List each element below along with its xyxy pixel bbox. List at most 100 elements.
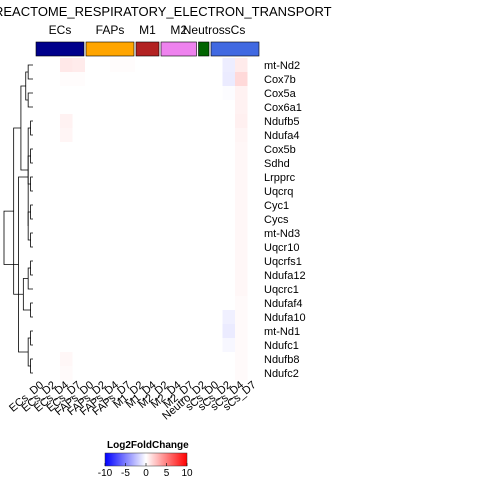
- heatmap-cell: [160, 58, 173, 73]
- heatmap-cell: [35, 338, 48, 353]
- dendrogram-branch: [27, 127, 31, 226]
- heatmap-cell: [172, 128, 186, 143]
- heatmap-cell: [47, 58, 61, 73]
- heatmap-cell: [35, 58, 48, 73]
- heatmap-cell: [160, 184, 173, 199]
- dendrogram-branch: [3, 210, 19, 265]
- heatmap-cell: [197, 114, 211, 129]
- heatmap-cell: [60, 282, 73, 297]
- heatmap-cell: [147, 352, 161, 367]
- heatmap-cell: [185, 296, 198, 311]
- heatmap-cell: [235, 100, 248, 115]
- heatmap-cell: [235, 72, 248, 87]
- legend-tick-label: 0: [143, 468, 149, 479]
- heatmap-cell: [247, 366, 261, 381]
- heatmap-cell: [72, 170, 86, 185]
- heatmap-cell: [97, 170, 111, 185]
- heatmap-cell: [210, 324, 223, 339]
- heatmap-cell: [135, 212, 148, 227]
- heatmap-cell: [247, 310, 261, 325]
- heatmap-cell: [185, 72, 198, 87]
- heatmap-cell: [85, 170, 98, 185]
- heatmap-cell: [222, 184, 236, 199]
- row-label: Ndufaf4: [264, 298, 303, 310]
- heatmap-cell: [122, 338, 136, 353]
- heatmap-cell: [185, 156, 198, 171]
- heatmap-cell: [185, 282, 198, 297]
- heatmap-cell: [160, 268, 173, 283]
- heatmap-cell: [85, 72, 98, 87]
- heatmap-cell: [85, 156, 98, 171]
- row-label: Uqcrc1: [264, 284, 299, 296]
- heatmap-cell: [235, 58, 248, 73]
- heatmap-cell: [122, 142, 136, 157]
- heatmap-cell: [172, 254, 186, 269]
- heatmap-cell: [72, 212, 86, 227]
- heatmap-cell: [222, 366, 236, 381]
- heatmap-cell: [97, 268, 111, 283]
- heatmap-cell: [247, 352, 261, 367]
- heatmap-cell: [97, 156, 111, 171]
- heatmap-cell: [160, 170, 173, 185]
- heatmap-cell: [172, 226, 186, 241]
- heatmap-cell: [172, 100, 186, 115]
- heatmap-cell: [110, 240, 123, 255]
- row-label: Ndufb8: [264, 354, 299, 366]
- legend-tick-label: -10: [98, 468, 113, 479]
- heatmap-cell: [197, 296, 211, 311]
- heatmap-cell: [197, 338, 211, 353]
- heatmap-cell: [172, 268, 186, 283]
- heatmap-cell: [147, 366, 161, 381]
- heatmap-cell: [185, 100, 198, 115]
- heatmap-cell: [72, 142, 86, 157]
- heatmap-cell: [135, 352, 148, 367]
- heatmap-cell: [85, 212, 98, 227]
- heatmap-cell: [172, 114, 186, 129]
- heatmap-cell: [135, 282, 148, 297]
- heatmap-cell: [160, 226, 173, 241]
- heatmap-cell: [72, 72, 86, 87]
- chart-title: REACTOME_RESPIRATORY_ELECTRON_TRANSPORT: [0, 4, 332, 19]
- heatmap-cell: [85, 366, 98, 381]
- heatmap-cell: [222, 170, 236, 185]
- heatmap-cell: [247, 296, 261, 311]
- heatmap-cell: [172, 170, 186, 185]
- heatmap-cell: [235, 226, 248, 241]
- dendrogram-branch: [30, 302, 33, 318]
- heatmap-cell: [247, 72, 261, 87]
- heatmap-cell: [185, 212, 198, 227]
- heatmap-cell: [97, 254, 111, 269]
- heatmap-cell: [197, 240, 211, 255]
- heatmap-cell: [147, 226, 161, 241]
- heatmap-cell: [122, 58, 136, 73]
- heatmap-cell: [247, 324, 261, 339]
- heatmap-cell: [172, 184, 186, 199]
- heatmap-cell: [110, 254, 123, 269]
- heatmap-cell: [160, 142, 173, 157]
- row-label: Ndufa12: [264, 270, 306, 282]
- heatmap-cell: [60, 310, 73, 325]
- heatmap-cell: [110, 100, 123, 115]
- dendrogram-branch: [27, 64, 33, 80]
- heatmap-cell: [160, 198, 173, 213]
- heatmap-cell: [185, 254, 198, 269]
- heatmap-cell: [122, 310, 136, 325]
- column-group-label: sCs: [225, 23, 246, 37]
- heatmap-cell: [97, 72, 111, 87]
- heatmap-cell: [35, 268, 48, 283]
- heatmap-cell: [72, 184, 86, 199]
- heatmap-cell: [122, 128, 136, 143]
- heatmap-cell: [85, 240, 98, 255]
- heatmap-cell: [147, 338, 161, 353]
- heatmap-cell: [47, 212, 61, 227]
- heatmap-cell: [122, 366, 136, 381]
- heatmap-cell: [72, 58, 86, 73]
- heatmap-cell: [97, 240, 111, 255]
- column-group-label: M2: [170, 23, 187, 37]
- heatmap-cell: [135, 366, 148, 381]
- heatmap-cell: [122, 156, 136, 171]
- heatmap-cell: [185, 338, 198, 353]
- dendrogram-branch: [22, 278, 31, 311]
- heatmap-cell: [247, 86, 261, 101]
- heatmap-cell: [110, 58, 123, 73]
